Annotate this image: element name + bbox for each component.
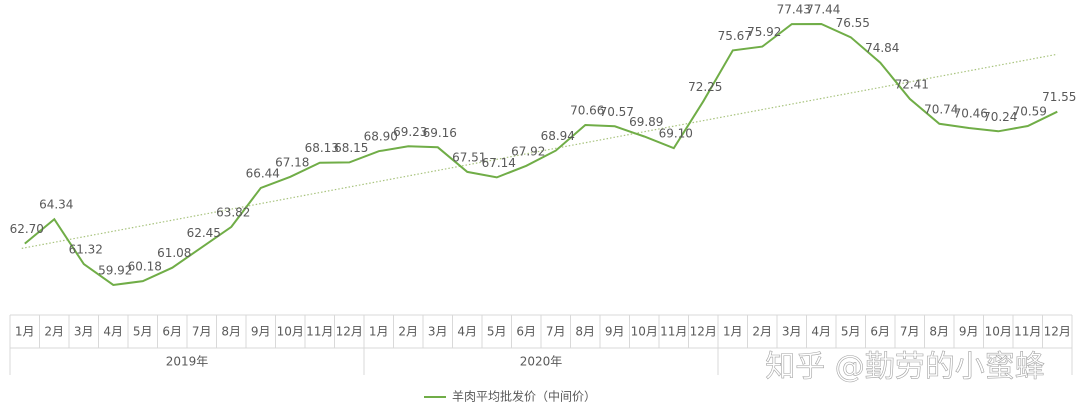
trendline [21, 53, 1058, 249]
data-label: 59.92 [98, 264, 132, 278]
x-tick-label: 6月 [162, 325, 182, 339]
watermark: 知乎 @勤劳的小蜜蜂 [765, 350, 1045, 385]
x-tick-label: 4月 [457, 325, 477, 339]
data-label: 68.90 [364, 130, 398, 144]
x-tick-label: 10月 [277, 325, 304, 339]
data-label: 69.89 [629, 115, 663, 129]
data-label: 67.14 [482, 156, 516, 170]
data-label: 69.16 [423, 126, 457, 140]
x-tick-label: 12月 [1044, 325, 1071, 339]
data-label: 62.70 [10, 222, 44, 236]
x-tick-label: 8月 [221, 325, 241, 339]
x-tick-label: 9月 [959, 325, 979, 339]
x-tick-label: 12月 [336, 325, 363, 339]
data-label: 70.59 [1013, 105, 1047, 119]
x-tick-label: 3月 [428, 325, 448, 339]
data-label: 72.25 [688, 80, 722, 94]
x-tick-label: 5月 [841, 325, 861, 339]
data-label: 60.18 [128, 260, 162, 274]
data-label: 61.32 [69, 243, 103, 257]
data-label: 70.24 [983, 110, 1017, 124]
data-label: 68.13 [305, 141, 339, 155]
x-tick-label: 11月 [306, 325, 333, 339]
x-tick-label: 3月 [74, 325, 94, 339]
data-label: 76.55 [836, 16, 870, 30]
group-label: 2020年 [520, 355, 563, 369]
data-label: 75.67 [718, 29, 752, 43]
data-label: 63.82 [216, 205, 250, 219]
data-label: 67.92 [511, 144, 545, 158]
x-tick-label: 9月 [251, 325, 271, 339]
data-label: 74.84 [865, 41, 899, 55]
x-tick-label: 1月 [723, 325, 743, 339]
data-label: 69.23 [393, 125, 427, 139]
x-tick-label: 2月 [752, 325, 772, 339]
x-tick-label: 5月 [487, 325, 507, 339]
data-label: 72.41 [895, 77, 929, 91]
x-tick-label: 1月 [369, 325, 389, 339]
x-tick-label: 1月 [15, 325, 35, 339]
data-label: 68.15 [334, 141, 368, 155]
x-tick-label: 7月 [546, 325, 566, 339]
data-label: 67.18 [275, 155, 309, 169]
x-tick-label: 12月 [690, 325, 717, 339]
x-tick-label: 4月 [103, 325, 123, 339]
x-tick-label: 5月 [133, 325, 153, 339]
data-label: 67.51 [452, 150, 486, 164]
data-label: 68.94 [541, 129, 575, 143]
x-tick-label: 10月 [985, 325, 1012, 339]
x-tick-label: 8月 [575, 325, 595, 339]
data-label: 70.57 [600, 105, 634, 119]
x-tick-label: 10月 [631, 325, 658, 339]
x-tick-label: 6月 [516, 325, 536, 339]
x-tick-label: 2月 [398, 325, 418, 339]
data-label: 75.92 [747, 25, 781, 39]
data-label: 64.34 [39, 198, 73, 212]
data-label: 70.46 [954, 106, 988, 120]
x-tick-label: 4月 [811, 325, 831, 339]
data-label: 61.08 [157, 246, 191, 260]
x-tick-label: 7月 [900, 325, 920, 339]
legend-label: 羊肉平均批发价（中间价） [452, 389, 596, 404]
x-tick-label: 3月 [782, 325, 802, 339]
x-tick-label: 11月 [1014, 325, 1041, 339]
data-label: 77.43 [777, 3, 811, 17]
x-tick-label: 2月 [44, 325, 64, 339]
x-tick-label: 8月 [929, 325, 949, 339]
data-label: 62.45 [187, 226, 221, 240]
x-tick-label: 6月 [870, 325, 890, 339]
data-label: 70.66 [570, 104, 604, 118]
x-tick-label: 9月 [605, 325, 625, 339]
group-label: 2019年 [166, 355, 209, 369]
data-label: 77.44 [806, 3, 840, 17]
x-tick-label: 11月 [660, 325, 687, 339]
data-label: 71.55 [1042, 90, 1076, 104]
data-label: 66.44 [246, 166, 280, 180]
data-label: 70.74 [924, 102, 958, 116]
data-label: 69.10 [659, 127, 693, 141]
x-tick-label: 7月 [192, 325, 212, 339]
line [24, 22, 1058, 287]
